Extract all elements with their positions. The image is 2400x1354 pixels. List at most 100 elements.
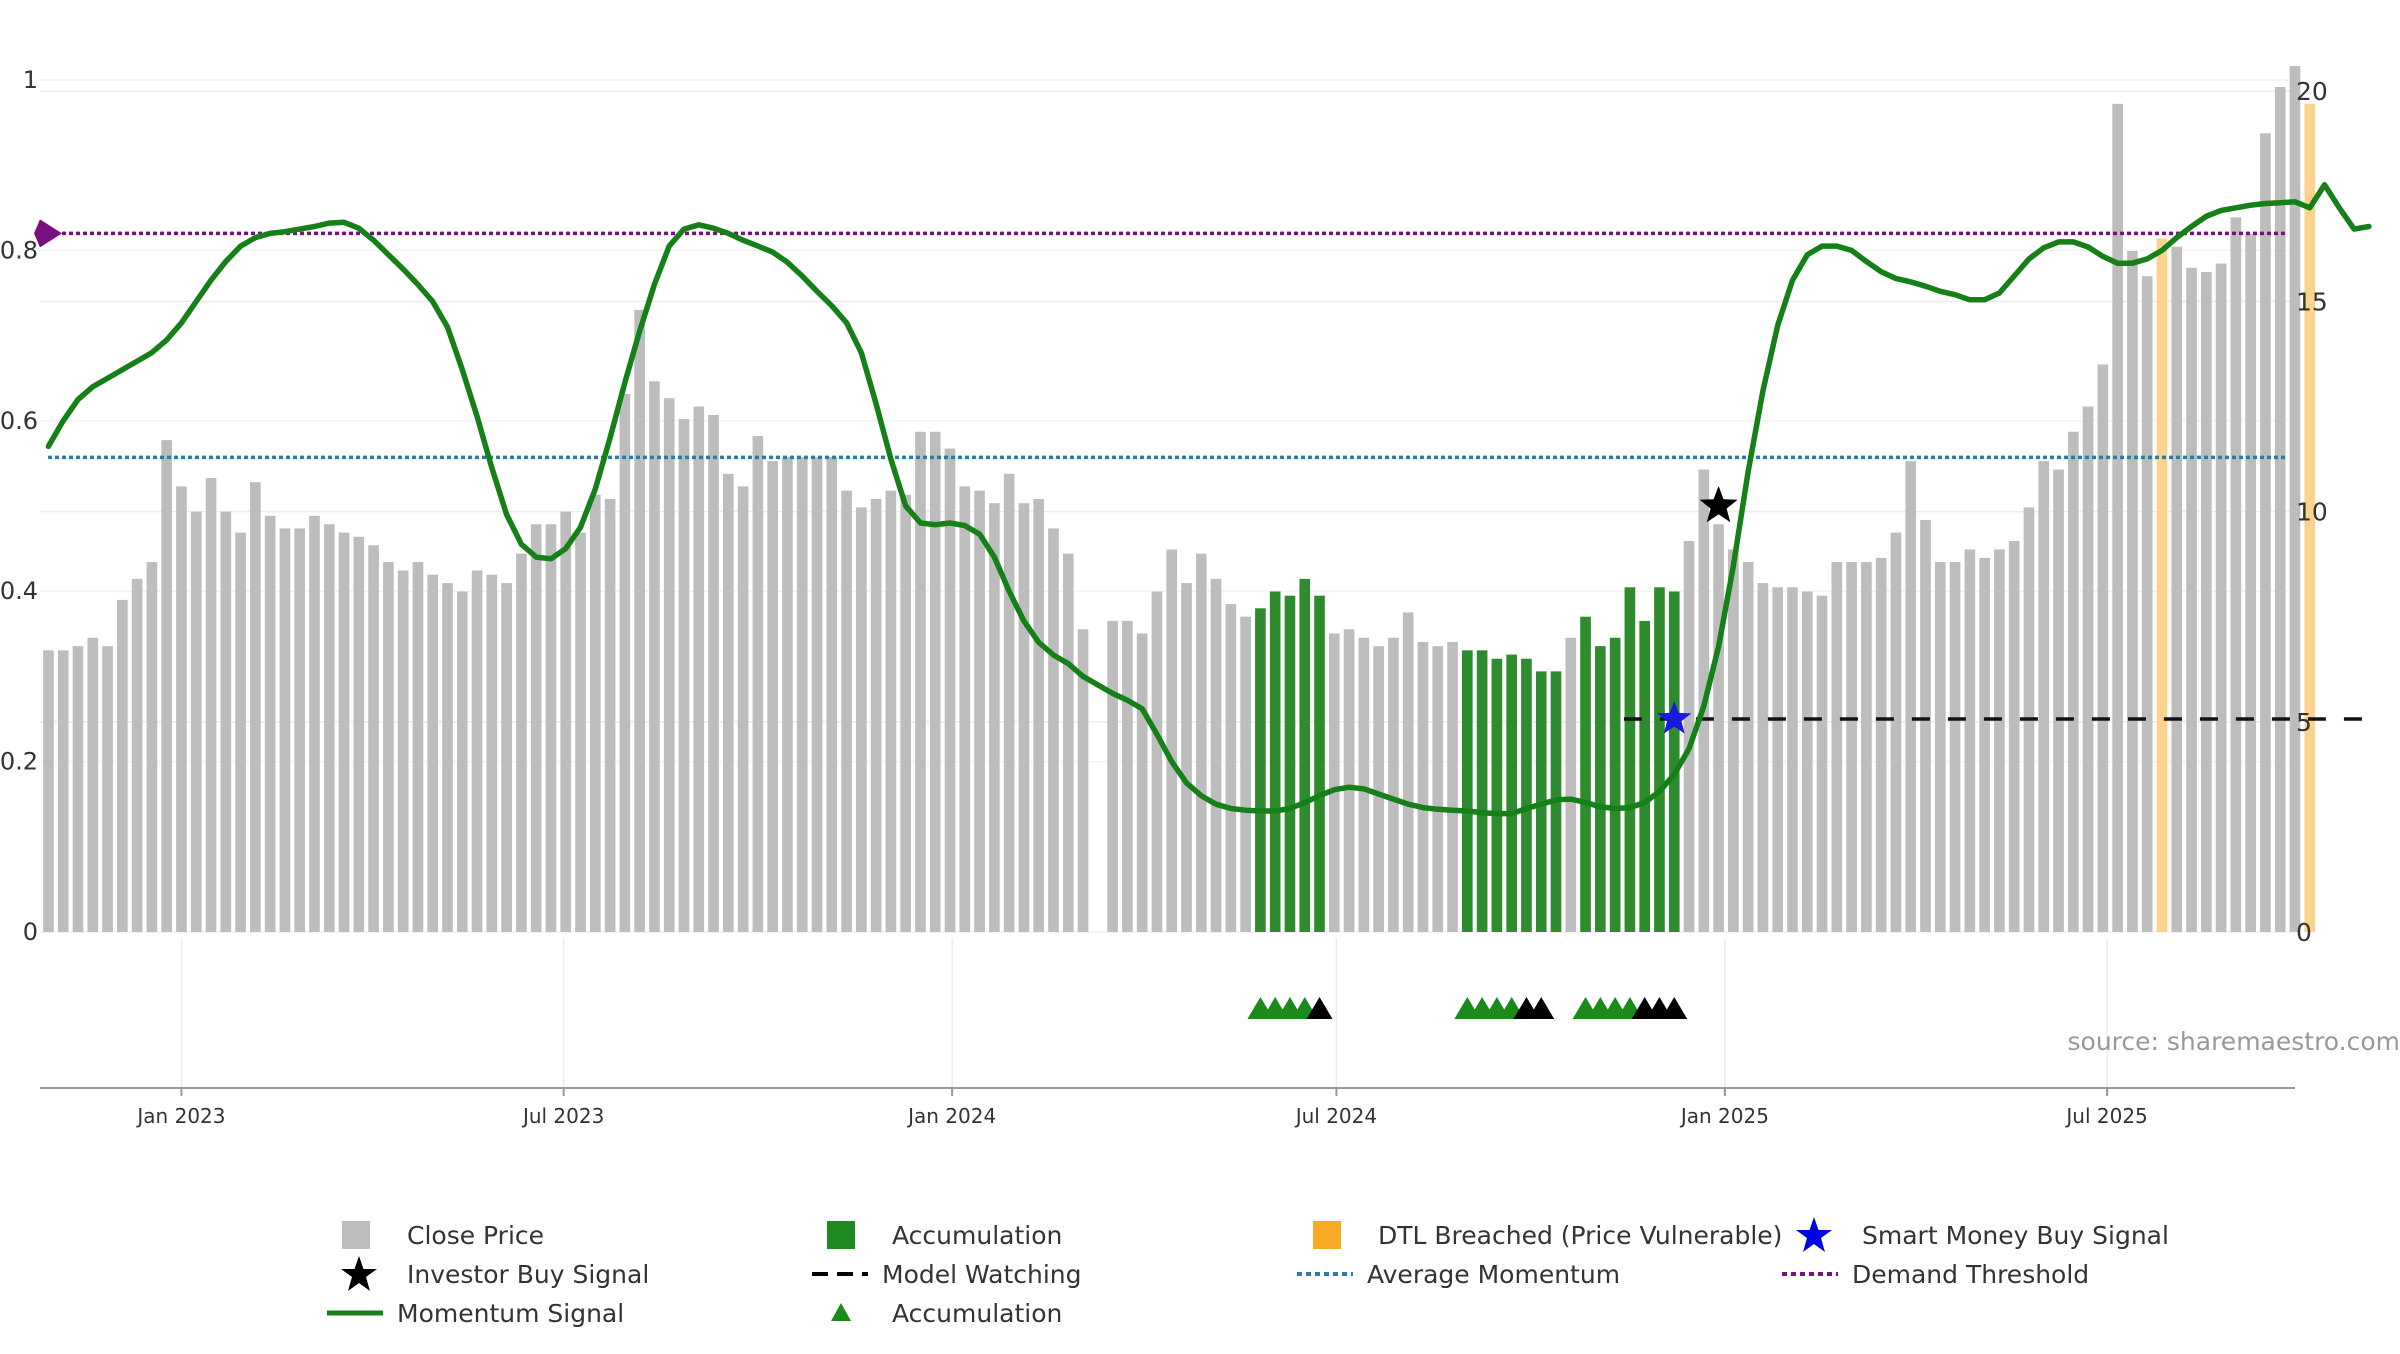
price-bar — [1240, 617, 1251, 932]
price-bar — [2142, 276, 2153, 932]
price-bar — [487, 575, 498, 932]
legend-item-accumulation: Accumulation — [820, 1215, 1062, 1255]
price-bar — [1802, 591, 1813, 932]
accumulation-bar — [1669, 591, 1680, 932]
left-tick-label: 0.6 — [0, 407, 38, 435]
price-bar — [176, 486, 187, 932]
x-tick-label: Jul 2024 — [1294, 1104, 1377, 1128]
price-bar — [501, 583, 512, 932]
accumulation-bar — [1462, 650, 1473, 932]
accumulation-bar — [1314, 596, 1325, 932]
price-bar — [2053, 470, 2064, 932]
accumulation-bar — [1580, 617, 1591, 932]
price-bar — [1817, 596, 1828, 932]
price-bar — [2098, 364, 2109, 932]
green-triangle-icon — [820, 1293, 880, 1333]
price-bar — [339, 533, 350, 932]
legend-item-smart-money: Smart Money Buy Signal — [1790, 1215, 2169, 1255]
price-bar — [649, 381, 660, 932]
price-bar — [2216, 264, 2227, 932]
price-bar — [723, 474, 734, 932]
price-bar — [161, 440, 172, 932]
price-bar — [575, 533, 586, 932]
price-bar — [43, 650, 54, 932]
price-bars — [43, 66, 2315, 932]
source-label: source: sharemaestro.com — [2068, 1027, 2400, 1056]
price-bar — [1965, 549, 1976, 932]
price-bar — [1329, 634, 1340, 932]
legend-item-demand-threshold: Demand Threshold — [1780, 1254, 2089, 1294]
price-bar — [1226, 604, 1237, 932]
legend-item-model-watching: Model Watching — [810, 1254, 1082, 1294]
price-bar — [2112, 104, 2123, 932]
price-bar — [427, 575, 438, 932]
orange-square-icon — [1306, 1215, 1366, 1255]
price-bar — [930, 432, 941, 932]
dtl-breached-bar — [2157, 238, 2168, 932]
price-bar — [368, 545, 379, 932]
accumulation-bar — [1521, 659, 1532, 932]
price-bar — [753, 436, 764, 932]
price-bar — [147, 562, 158, 932]
price-bar — [2245, 234, 2256, 932]
price-bar — [1772, 587, 1783, 932]
left-tick-label: 0.8 — [0, 236, 38, 264]
legend-item-momentum-signal: Momentum Signal — [325, 1293, 624, 1333]
legend-item-dtl-breached: DTL Breached (Price Vulnerable) — [1306, 1215, 1782, 1255]
legend-label: DTL Breached (Price Vulnerable) — [1378, 1221, 1782, 1250]
price-bar — [1019, 503, 1030, 932]
price-bar — [1359, 638, 1370, 932]
price-bar — [1565, 638, 1576, 932]
left-tick-label: 1 — [23, 66, 38, 94]
price-bar — [383, 562, 394, 932]
price-bar — [220, 512, 231, 932]
price-bar — [2171, 247, 2182, 932]
price-bar — [634, 310, 645, 932]
price-bar — [2260, 133, 2271, 932]
price-bar — [457, 591, 468, 932]
accumulation-bar — [1625, 587, 1636, 932]
price-bar — [1181, 583, 1192, 932]
price-bar — [1418, 642, 1429, 932]
price-bar — [265, 516, 276, 932]
price-bar — [354, 537, 365, 932]
price-bar — [1137, 634, 1148, 932]
left-tick-label: 0.2 — [0, 748, 38, 776]
accumulation-bar — [1477, 650, 1488, 932]
legend-label: Model Watching — [882, 1260, 1082, 1289]
accumulation-bar — [1610, 638, 1621, 932]
price-bar — [679, 419, 690, 932]
price-bar — [1122, 621, 1133, 932]
price-bar — [1832, 562, 1843, 932]
black-star-icon — [335, 1254, 395, 1294]
price-bar — [841, 491, 852, 932]
price-bar — [1344, 629, 1355, 932]
left-tick-label: 0 — [23, 918, 38, 946]
price-bar — [58, 650, 69, 932]
legend-label: Average Momentum — [1367, 1260, 1620, 1289]
price-bar — [1373, 646, 1384, 932]
right-tick-label: 0 — [2296, 918, 2312, 947]
right-tick-label: 20 — [2296, 77, 2328, 106]
price-bar — [235, 533, 246, 932]
dotted-purple-line-icon — [1780, 1254, 1840, 1294]
gray-square-icon — [335, 1215, 395, 1255]
price-bar — [812, 457, 823, 932]
price-bar — [1447, 642, 1458, 932]
price-bar — [2083, 407, 2094, 932]
price-bar — [590, 495, 601, 932]
price-bar — [974, 491, 985, 932]
price-bar — [472, 570, 483, 932]
price-bar — [2231, 217, 2242, 932]
price-bar — [605, 499, 616, 932]
price-bar — [1979, 558, 1990, 932]
accumulation-bar — [1255, 608, 1266, 932]
price-bar — [560, 512, 571, 932]
price-bar — [206, 478, 217, 932]
dotted-blue-line-icon — [1295, 1254, 1355, 1294]
price-bar — [2038, 461, 2049, 932]
price-bar — [398, 570, 409, 932]
price-bar — [1905, 461, 1916, 932]
price-bar — [117, 600, 128, 932]
